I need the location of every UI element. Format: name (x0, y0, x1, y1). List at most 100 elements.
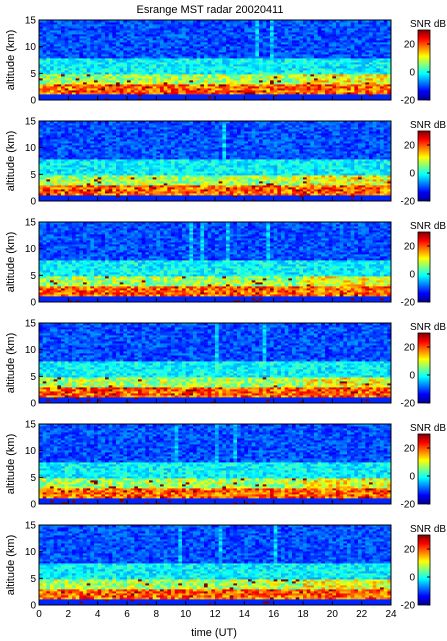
heatmap-cell (237, 197, 242, 200)
heatmap-cell (376, 88, 381, 91)
heatmap-cell (383, 189, 388, 192)
heatmap-cell (284, 62, 289, 65)
heatmap-cell (251, 26, 256, 29)
heatmap-cell (383, 48, 388, 51)
heatmap-cell (226, 44, 231, 47)
heatmap-cell (160, 195, 165, 198)
heatmap-cell (116, 58, 121, 61)
heatmap-cell (251, 74, 256, 77)
heatmap-cell (167, 50, 172, 53)
heatmap-cell (306, 50, 311, 53)
heatmap-cell (222, 72, 227, 75)
heatmap-cell (332, 197, 337, 200)
heatmap-cell (156, 98, 161, 101)
heatmap-cell (204, 22, 209, 25)
heatmap-cell (196, 191, 201, 194)
heatmap-cell (332, 191, 337, 194)
heatmap-cell (130, 26, 135, 29)
heatmap-cell (64, 26, 69, 29)
heatmap-cell (343, 193, 348, 196)
heatmap-cell (255, 76, 260, 79)
heatmap-cell (185, 72, 190, 75)
heatmap-cell (68, 183, 73, 186)
heatmap-cell (365, 36, 370, 39)
heatmap-cell (72, 34, 77, 37)
heatmap-cell (358, 46, 363, 49)
heatmap-cell (200, 74, 205, 77)
heatmap-cell (376, 197, 381, 200)
heatmap-cell (365, 26, 370, 29)
heatmap-cell (127, 56, 132, 59)
heatmap-cell (167, 56, 172, 59)
heatmap-cell (119, 38, 124, 41)
heatmap-cell (79, 32, 84, 35)
heatmap-cell (383, 58, 388, 61)
heatmap-cell (83, 48, 88, 51)
heatmap-cell (299, 46, 304, 49)
heatmap-cell (310, 72, 315, 75)
heatmap-cell (292, 50, 297, 53)
heatmap-cell (295, 24, 300, 27)
heatmap-cell (167, 26, 172, 29)
heatmap-cell (50, 66, 55, 69)
heatmap-cell (189, 82, 194, 85)
heatmap-cell (380, 96, 385, 99)
heatmap-cell (365, 72, 370, 75)
heatmap-cell (376, 84, 381, 87)
heatmap-cell (211, 46, 216, 49)
heatmap-cell (53, 199, 58, 202)
heatmap-cell (79, 50, 84, 53)
heatmap-cell (152, 197, 157, 200)
heatmap-cell (347, 92, 352, 95)
heatmap-cell (46, 32, 51, 35)
heatmap-cell (138, 28, 143, 31)
heatmap-cell (86, 98, 91, 101)
heatmap-cell (343, 94, 348, 97)
heatmap-cell (372, 70, 377, 73)
heatmap-cell (237, 56, 242, 59)
heatmap-cell (68, 36, 73, 39)
heatmap-cell (244, 92, 249, 95)
heatmap-cell (130, 22, 135, 25)
heatmap-cell (130, 42, 135, 45)
heatmap-cell (182, 76, 187, 79)
heatmap-cell (240, 54, 245, 57)
heatmap-cell (123, 62, 128, 65)
heatmap-cell (57, 98, 62, 101)
heatmap-cell (101, 197, 106, 200)
heatmap-cell (288, 40, 293, 43)
heatmap-cell (149, 76, 154, 79)
heatmap-cell (281, 94, 286, 97)
heatmap-cell (178, 199, 183, 202)
heatmap-cell (284, 44, 289, 47)
heatmap-cell (97, 48, 102, 51)
heatmap-cell (277, 52, 282, 55)
heatmap-cell (226, 32, 231, 35)
heatmap-cell (365, 78, 370, 81)
heatmap-cell (189, 26, 194, 29)
heatmap-cell (57, 32, 62, 35)
heatmap-cell (222, 191, 227, 194)
heatmap-cell (189, 46, 194, 49)
heatmap-cell (226, 34, 231, 37)
heatmap-cell (270, 90, 275, 93)
heatmap-cell (196, 193, 201, 196)
heatmap-cell (372, 96, 377, 99)
heatmap-cell (270, 44, 275, 47)
heatmap-cell (207, 76, 212, 79)
heatmap-cell (226, 185, 231, 188)
heatmap-cell (61, 20, 66, 23)
heatmap-cell (237, 90, 242, 93)
heatmap-cell (358, 84, 363, 87)
heatmap-cell (46, 60, 51, 63)
heatmap-cell (90, 98, 95, 101)
heatmap-cell (233, 44, 238, 47)
heatmap-cell (79, 78, 84, 81)
heatmap-cell (127, 195, 132, 198)
heatmap-cell (266, 185, 271, 188)
heatmap-cell (156, 56, 161, 59)
heatmap-cell (50, 68, 55, 71)
heatmap-cell (145, 36, 150, 39)
heatmap-cell (292, 185, 297, 188)
heatmap-cell (292, 20, 297, 23)
